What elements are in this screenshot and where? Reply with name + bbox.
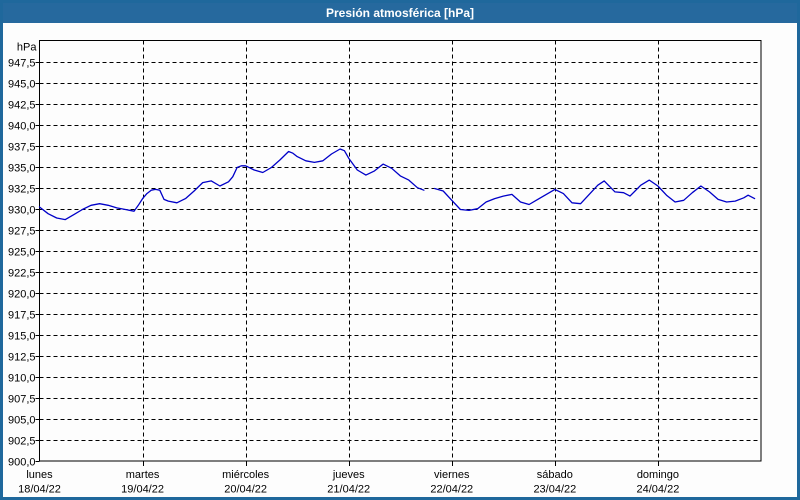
plot-frame [39,40,762,462]
x-axis-date-label: 23/04/22 [533,484,576,496]
y-axis-label: 945,0 [8,79,36,91]
pressure-line [38,148,425,221]
y-axis-unit-label: hPa [17,42,37,54]
y-axis-label: 935,0 [8,163,36,175]
x-axis-day-label: martes [126,469,160,481]
y-axis-label: 917,5 [8,310,36,322]
x-axis-date-label: 24/04/22 [637,484,680,496]
y-axis-label: 947,5 [8,58,36,70]
y-axis-label: 902,5 [8,436,36,448]
y-axis-label: 920,0 [8,289,36,301]
x-axis-day-label: domingo [637,469,679,481]
y-axis-label: 907,5 [8,394,36,406]
x-axis-day-label: viernes [434,469,470,481]
y-axis-label: 942,5 [8,100,36,112]
y-axis-label: 925,0 [8,247,36,259]
y-axis-label: 905,0 [8,415,36,427]
x-axis-date-label: 22/04/22 [430,484,473,496]
y-axis-label: 937,5 [8,142,36,154]
y-axis-label: 912,5 [8,352,36,364]
title-bar: Presión atmosférica [hPa] [3,3,797,23]
x-axis-date-label: 19/04/22 [121,484,164,496]
y-axis-label: 910,0 [8,373,36,385]
x-axis-date-label: 18/04/22 [18,484,61,496]
y-axis-label: 940,0 [8,121,36,133]
y-axis-label: 932,5 [8,184,36,196]
y-axis-label: 915,0 [8,331,36,343]
y-axis-label: 930,0 [8,205,36,217]
y-axis-label: 922,5 [8,268,36,280]
x-axis-day-label: jueves [332,469,365,481]
pressure-line [433,179,756,212]
x-axis-day-label: lunes [26,469,53,481]
x-axis-date-label: 20/04/22 [224,484,267,496]
x-axis-date-label: 21/04/22 [327,484,370,496]
y-axis-label: 900,0 [8,457,36,469]
y-axis-label: 927,5 [8,226,36,238]
x-axis-day-label: sábado [537,469,573,481]
window-title: Presión atmosférica [hPa] [325,6,475,20]
x-axis-day-label: miércoles [222,469,270,481]
